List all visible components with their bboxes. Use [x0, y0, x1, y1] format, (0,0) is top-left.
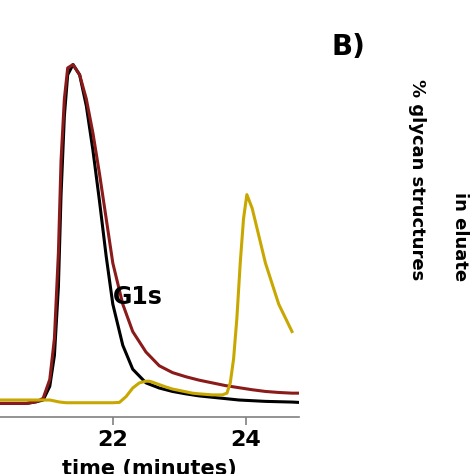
Text: % glycan structures: % glycan structures — [408, 80, 426, 281]
Text: B): B) — [332, 33, 365, 61]
Text: in eluate: in eluate — [451, 192, 469, 282]
X-axis label: time (minutes): time (minutes) — [62, 459, 237, 474]
Text: G1s: G1s — [113, 285, 163, 309]
